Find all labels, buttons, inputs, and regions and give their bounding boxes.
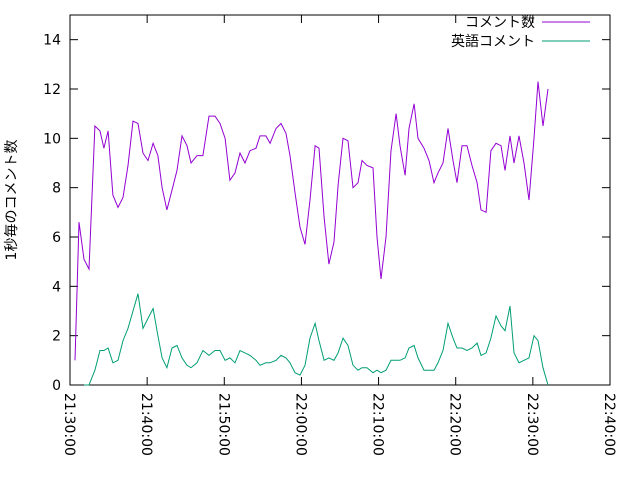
x-tick-label: 22:30:00 bbox=[524, 393, 540, 456]
plot-frame bbox=[69, 14, 611, 386]
y-tick-label: 6 bbox=[52, 230, 61, 246]
y-tick-label: 0 bbox=[52, 378, 61, 394]
y-tick-label: 12 bbox=[43, 82, 61, 98]
x-tick-label: 22:40:00 bbox=[601, 393, 617, 456]
y-tick-label: 4 bbox=[52, 279, 61, 295]
legend-label: 英語コメント bbox=[451, 33, 535, 50]
x-tick-label: 21:50:00 bbox=[215, 393, 231, 456]
x-tick-label: 22:10:00 bbox=[370, 393, 386, 456]
y-tick-label: 2 bbox=[52, 329, 61, 345]
series-line bbox=[84, 293, 549, 386]
series-line bbox=[74, 81, 549, 361]
y-tick-label: 8 bbox=[52, 181, 61, 197]
x-tick-label: 22:00:00 bbox=[292, 393, 308, 456]
x-tick-label: 21:30:00 bbox=[61, 393, 77, 456]
y-axis-label: 1秒毎のコメント数 bbox=[4, 140, 20, 261]
x-tick-label: 22:20:00 bbox=[447, 393, 463, 456]
x-tick-label: 21:40:00 bbox=[138, 393, 154, 456]
y-tick-label: 14 bbox=[43, 33, 61, 49]
y-tick-label: 10 bbox=[43, 131, 61, 147]
legend-label: コメント数 bbox=[465, 15, 535, 31]
